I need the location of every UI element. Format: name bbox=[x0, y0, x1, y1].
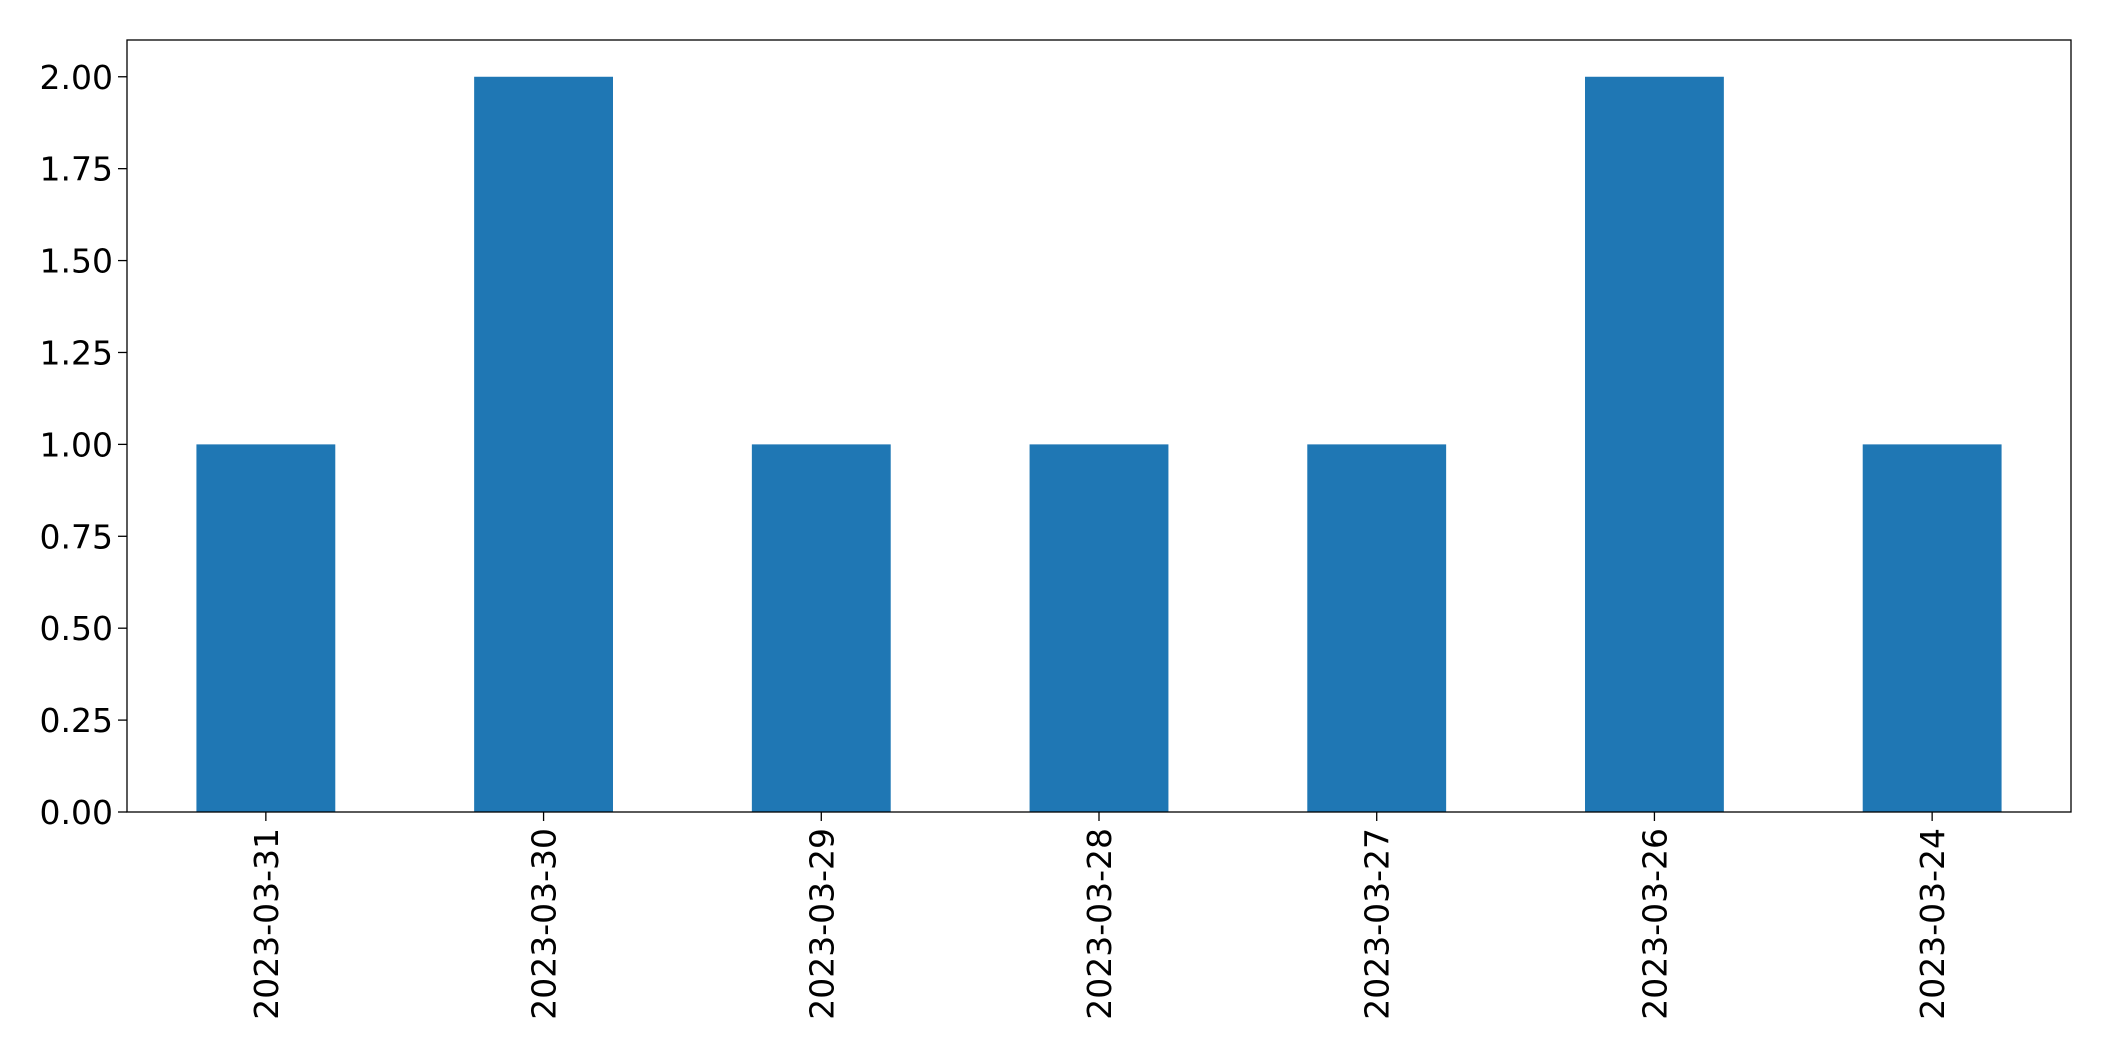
y-tick-label: 0.50 bbox=[40, 609, 113, 648]
y-tick-label: 0.25 bbox=[40, 701, 113, 740]
bar-2023-03-26 bbox=[1585, 76, 1724, 812]
y-tick-label: 2.00 bbox=[40, 58, 113, 97]
bar-2023-03-30 bbox=[474, 76, 613, 812]
plot-frame bbox=[126, 39, 2072, 813]
y-tick-label: 1.75 bbox=[40, 150, 113, 189]
x-tick-label: 2023-03-24 bbox=[1913, 828, 1952, 1020]
y-tick-label: 0.75 bbox=[40, 517, 113, 556]
y-tick-label: 1.50 bbox=[40, 242, 113, 281]
bar-2023-03-27 bbox=[1307, 444, 1447, 812]
bar-2023-03-24 bbox=[1862, 444, 2002, 812]
y-axis: 0.00 0.25 0.50 0.75 1.00 1.25 1.50 1.75 2.00 bbox=[40, 58, 127, 832]
x-tick-label: 2023-03-26 bbox=[1635, 828, 1674, 1020]
bar-2023-03-31 bbox=[196, 444, 336, 812]
x-axis: 2023-03-31 2023-03-30 2023-03-29 2023-03-28… bbox=[247, 812, 1952, 1020]
bar-2023-03-29 bbox=[751, 444, 891, 812]
bars-group bbox=[196, 76, 2002, 812]
x-tick-label: 2023-03-27 bbox=[1358, 828, 1397, 1020]
y-tick-label: 1.25 bbox=[40, 333, 113, 372]
x-tick-label: 2023-03-30 bbox=[525, 828, 564, 1020]
x-tick-label: 2023-03-31 bbox=[247, 828, 286, 1020]
y-tick-label: 0.00 bbox=[40, 793, 113, 832]
bar-2023-03-28 bbox=[1029, 444, 1169, 812]
x-tick-label: 2023-03-28 bbox=[1080, 828, 1119, 1020]
y-tick-label: 1.00 bbox=[40, 425, 113, 464]
x-tick-label: 2023-03-29 bbox=[802, 828, 841, 1020]
